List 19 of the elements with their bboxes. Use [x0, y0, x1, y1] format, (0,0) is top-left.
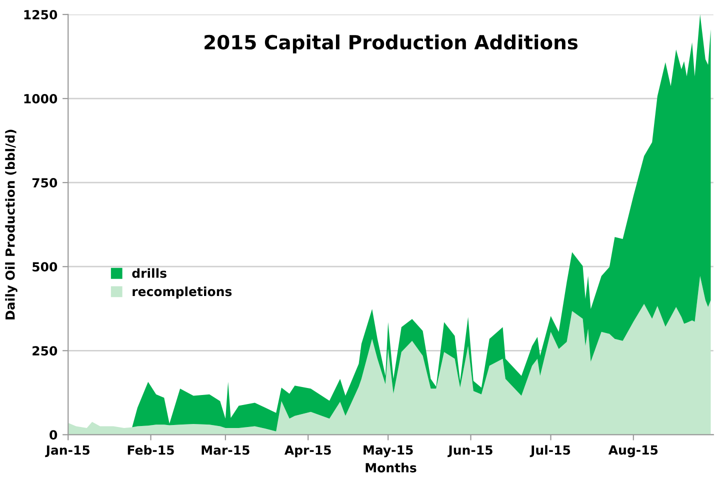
y-tick-label: 0 — [50, 430, 58, 440]
x-tick-label: Feb-15 — [128, 445, 174, 455]
x-tick-label: May-15 — [364, 445, 413, 458]
x-tick-label: Aug-15 — [608, 445, 658, 458]
y-tick-label: 750 — [32, 178, 58, 188]
x-tick-label: Jun-15 — [448, 446, 492, 458]
y-tick-label: 250 — [32, 346, 58, 356]
x-tick-label: Apr-15 — [284, 446, 331, 458]
y-axis-title: Daily Oil Production (bbl/d) — [5, 130, 18, 320]
y-tick-label: 1250 — [24, 10, 58, 20]
x-tick-label: Mar-15 — [202, 446, 250, 455]
y-tick-label: 1000 — [24, 94, 58, 104]
x-tick-label: Jan-15 — [45, 446, 90, 458]
y-tick-label: 500 — [32, 262, 58, 272]
legend-label: recompletions — [132, 286, 232, 299]
text: 2015 Capital Production Additions — [204, 34, 578, 54]
legend-label: drills — [132, 268, 166, 278]
x-tick-label: Jul-15 — [530, 445, 570, 458]
x-axis-title: Months — [366, 462, 416, 472]
